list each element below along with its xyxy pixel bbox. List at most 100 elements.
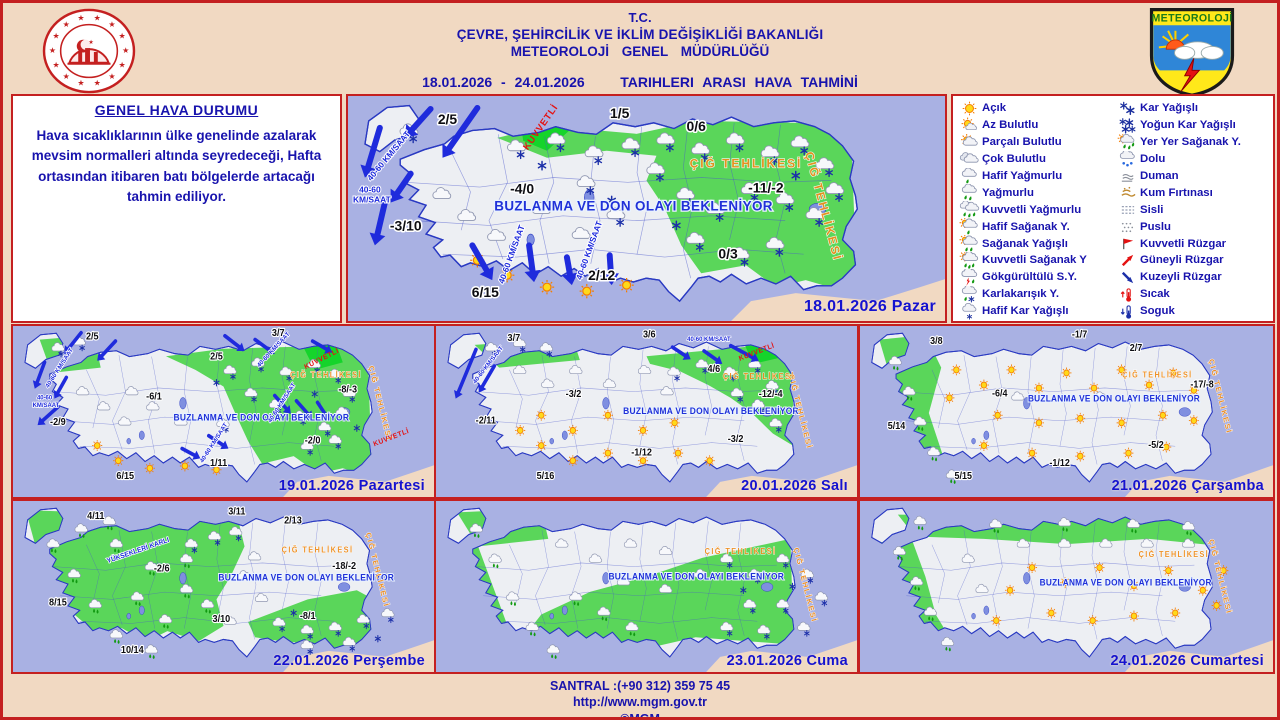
legend-item-label: Güneyli Rüzgar: [1140, 254, 1224, 267]
svg-text:5/14: 5/14: [888, 419, 906, 431]
svg-text:2/5: 2/5: [438, 111, 458, 127]
map-panel-saturday: BUZLANMA VE DON OLAYI BEKLENİYOR ÇIĞ TEHL…: [858, 499, 1275, 674]
header-tc: T.C.: [628, 10, 652, 25]
province-borders: [871, 507, 1213, 658]
page-corner: [706, 465, 857, 497]
svg-text:6/15: 6/15: [116, 471, 134, 482]
general-situation-title: GENEL HAVA DURUMU: [94, 102, 259, 118]
map-panel-friday: BUZLANMA VE DON OLAYI BEKLENİYOR ÇIĞ TEHL…: [434, 499, 859, 674]
legend-item-label: Puslu: [1140, 220, 1172, 233]
svg-text:★: ★: [88, 39, 93, 46]
map-panel-monday: 2/5 3/7 2/5 -6/1 -8/-3 -2/9 -2/0 1/11 6/15 BUZLAN…: [11, 324, 436, 499]
map-date-label: 18.01.2026 Pazar: [803, 298, 936, 315]
svg-text:★: ★: [52, 60, 59, 69]
svg-text:1/11: 1/11: [210, 458, 227, 469]
legend-item-hkar: Hafif Kar Yağışlı: [959, 302, 1117, 320]
page-corner: [283, 465, 434, 497]
kar-icon: [1117, 100, 1138, 117]
hsaganak-icon: [959, 218, 980, 235]
page-footer: SANTRAL :(+90 312) 359 75 45 http://www.…: [3, 678, 1277, 717]
legend-item-duman: Duman: [1117, 168, 1271, 185]
header-date-title: 18.01.2026 - 24.01.2026 TARIHLERI ARASI …: [223, 74, 1057, 90]
svg-text:2/5: 2/5: [210, 351, 223, 362]
legend-item-sis: Sisli: [1117, 201, 1271, 218]
svg-text:0/6: 0/6: [687, 118, 707, 134]
svg-text:BUZLANMA VE DON OLAYI BEKLENİY: BUZLANMA VE DON OLAYI BEKLENİYOR: [623, 405, 799, 415]
legend-item-acik: Açık: [959, 100, 1117, 117]
legend-item-label: Parçalı Bulutlu: [982, 136, 1062, 149]
duman-icon: [1117, 168, 1138, 185]
general-situation-box: GENEL HAVA DURUMU Hava sıcaklıklarının ü…: [11, 94, 342, 323]
legend-col-1: Açık Az Bulutlu Parçalı Bulutlu Çok Bulutlu…: [959, 100, 1117, 320]
svg-text:★: ★: [94, 14, 101, 23]
svg-text:3/8: 3/8: [930, 335, 942, 347]
svg-text:★: ★: [108, 72, 115, 81]
az-icon: [959, 117, 980, 134]
svg-text:3/7: 3/7: [272, 328, 285, 339]
svg-text:-6/4: -6/4: [992, 387, 1008, 399]
page-corner: [731, 279, 945, 321]
legend-item-az: Az Bulutlu: [959, 117, 1117, 134]
svg-text:0/3: 0/3: [718, 245, 738, 261]
sicak-icon: [1117, 286, 1138, 303]
legend-item-cok: Çok Bulutlu: [959, 151, 1117, 168]
map-panel-thursday: 4/11 3/11 2/13 -2/6 -18/-2 8/15 -8/1 3/10 10/14 B…: [11, 499, 436, 674]
legend-item-label: Kuzeyli Rüzgar: [1140, 271, 1222, 284]
legend-item-hyagmur: Hafif Yağmurlu: [959, 167, 1117, 185]
svg-text:40-60 KM/SAAT: 40-60 KM/SAAT: [687, 336, 731, 343]
svg-text:ÇIĞ TEHLİKESİ: ÇIĞ TEHLİKESİ: [1139, 550, 1209, 559]
legend-item-label: Az Bulutlu: [982, 119, 1039, 132]
svg-text:-3/10: -3/10: [390, 217, 422, 233]
legend-item-label: Duman: [1140, 170, 1179, 182]
svg-text:★: ★: [122, 46, 129, 55]
svg-text:★: ★: [77, 78, 84, 87]
karisik-icon: [959, 285, 980, 303]
page-header: T.C. ÇEVRE, ŞEHİRCİLİK VE İKLİM DEĞİŞİKL…: [223, 10, 1057, 90]
legend-item-label: Kar Yağışlı: [1140, 102, 1199, 115]
svg-text:3/10: 3/10: [213, 614, 231, 625]
legend-item-label: Kuvvetli Rüzgar: [1140, 237, 1227, 250]
svg-text:-2/11: -2/11: [476, 415, 496, 426]
legend-item-kum: Kum Fırtınası: [1117, 184, 1271, 201]
legend-item-kruzgar: Kuvvetli Rüzgar: [1117, 235, 1271, 252]
svg-text:-3/2: -3/2: [728, 433, 744, 444]
legend-item-label: Hafif Sağanak Y.: [982, 220, 1070, 233]
footer-url[interactable]: http://www.mgm.gov.tr: [572, 695, 707, 710]
gok-icon: [959, 268, 980, 286]
svg-text:3/7: 3/7: [508, 333, 521, 344]
kyagmur-icon: [959, 201, 980, 218]
svg-text:40-60: 40-60: [359, 185, 381, 195]
svg-text:★: ★: [77, 14, 84, 23]
legend-item-label: Yağmurlu: [982, 186, 1034, 199]
svg-text:10/14: 10/14: [121, 645, 144, 656]
svg-text:-2/9: -2/9: [50, 417, 66, 428]
turkey-weather-map-saturday: BUZLANMA VE DON OLAYI BEKLENİYOR ÇIĞ TEHL…: [860, 501, 1273, 672]
svg-text:BUZLANMA VE DON OLAYI BEKLENİY: BUZLANMA VE DON OLAYI BEKLENİYOR: [494, 198, 773, 213]
legend-item-label: Açık: [982, 102, 1007, 115]
svg-text:★: ★: [119, 32, 126, 41]
page-corner: [1125, 640, 1273, 672]
map-date-label: 24.01.2026 Cumartesi: [1110, 653, 1264, 669]
cok-icon: [959, 151, 980, 168]
map-date-label: 23.01.2026 Cuma: [726, 653, 848, 669]
legend-item-label: Soguk: [1140, 305, 1175, 318]
turkey-weather-map-wednesday: 3/8 -1/7 2/7 -6/4 -17/-8 5/14 -5/2 -1/12 5/15 BUZ…: [860, 326, 1273, 497]
map-date-label: 20.01.2026 Salı: [741, 478, 848, 494]
turkey-weather-map-monday: 2/5 3/7 2/5 -6/1 -8/-3 -2/9 -2/0 1/11 6/15 BUZLAN…: [13, 326, 434, 497]
svg-text:-8/1: -8/1: [300, 611, 316, 622]
svg-text:3/11: 3/11: [228, 506, 245, 517]
map-date-label: 22.01.2026 Perşembe: [273, 653, 425, 669]
legend-item-yagmur: Yağmurlu: [959, 184, 1117, 201]
svg-text:★: ★: [119, 60, 126, 69]
ministry-emblem-logo: ★ ★ ★ ★ ★ ★ ★ ★ ★ ★ ★ ★ ★ ★ ★: [29, 7, 149, 95]
svg-text:ÇIĞ TEHLİKESİ: ÇIĞ TEHLİKESİ: [723, 372, 795, 381]
svg-text:-4/0: -4/0: [510, 181, 534, 197]
svg-text:★: ★: [52, 32, 59, 41]
page-corner: [1125, 465, 1273, 497]
temperature-labels: 3/8 -1/7 2/7 -6/4 -17/-8 5/14 -5/2 -1/12 5/15: [887, 327, 1215, 482]
legend-item-gok: Gökgürültülü S.Y.: [959, 268, 1117, 286]
svg-text:ÇIĞ TEHLİKESİ: ÇIĞ TEHLİKESİ: [290, 370, 362, 379]
legend-item-label: Kuvvetli Yağmurlu: [982, 203, 1082, 216]
logo-meteoroloji-text: METEOROLOJİ: [1151, 12, 1232, 25]
map-panel-sunday: 2/5 1/5 0/6 -4/0 -11/-2 -3/10 0/3 2/12 6/15 BUZLA…: [346, 94, 947, 323]
